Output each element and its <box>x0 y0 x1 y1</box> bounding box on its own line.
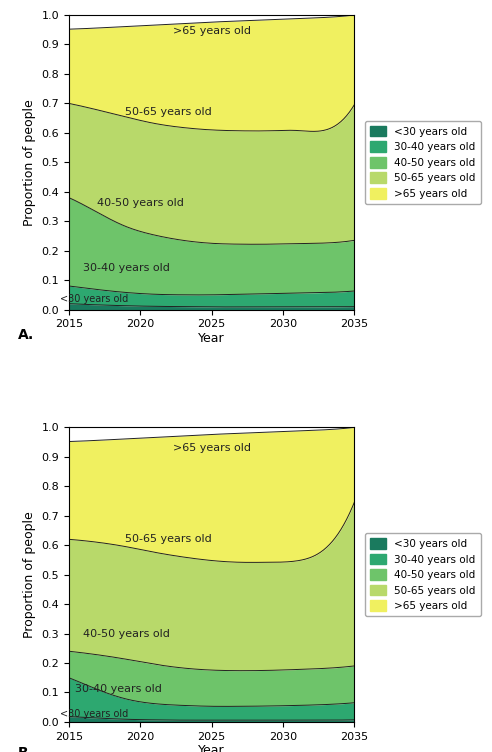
Text: 40-50 years old: 40-50 years old <box>97 199 184 208</box>
X-axis label: Year: Year <box>198 332 225 345</box>
Text: 30-40 years old: 30-40 years old <box>75 684 162 694</box>
Y-axis label: Proportion of people: Proportion of people <box>23 99 36 226</box>
Text: <30 years old: <30 years old <box>61 709 129 719</box>
Legend: <30 years old, 30-40 years old, 40-50 years old, 50-65 years old, >65 years old: <30 years old, 30-40 years old, 40-50 ye… <box>365 120 481 204</box>
Text: 40-50 years old: 40-50 years old <box>83 629 169 638</box>
Text: >65 years old: >65 years old <box>173 443 250 453</box>
Text: B.: B. <box>18 746 33 752</box>
Text: A.: A. <box>18 328 34 342</box>
Text: 30-40 years old: 30-40 years old <box>83 263 169 273</box>
Text: <30 years old: <30 years old <box>61 294 129 304</box>
Legend: <30 years old, 30-40 years old, 40-50 years old, 50-65 years old, >65 years old: <30 years old, 30-40 years old, 40-50 ye… <box>365 533 481 617</box>
Text: 50-65 years old: 50-65 years old <box>125 534 212 544</box>
Text: 50-65 years old: 50-65 years old <box>125 108 212 117</box>
Y-axis label: Proportion of people: Proportion of people <box>23 511 36 638</box>
Text: >65 years old: >65 years old <box>173 26 250 36</box>
X-axis label: Year: Year <box>198 744 225 752</box>
